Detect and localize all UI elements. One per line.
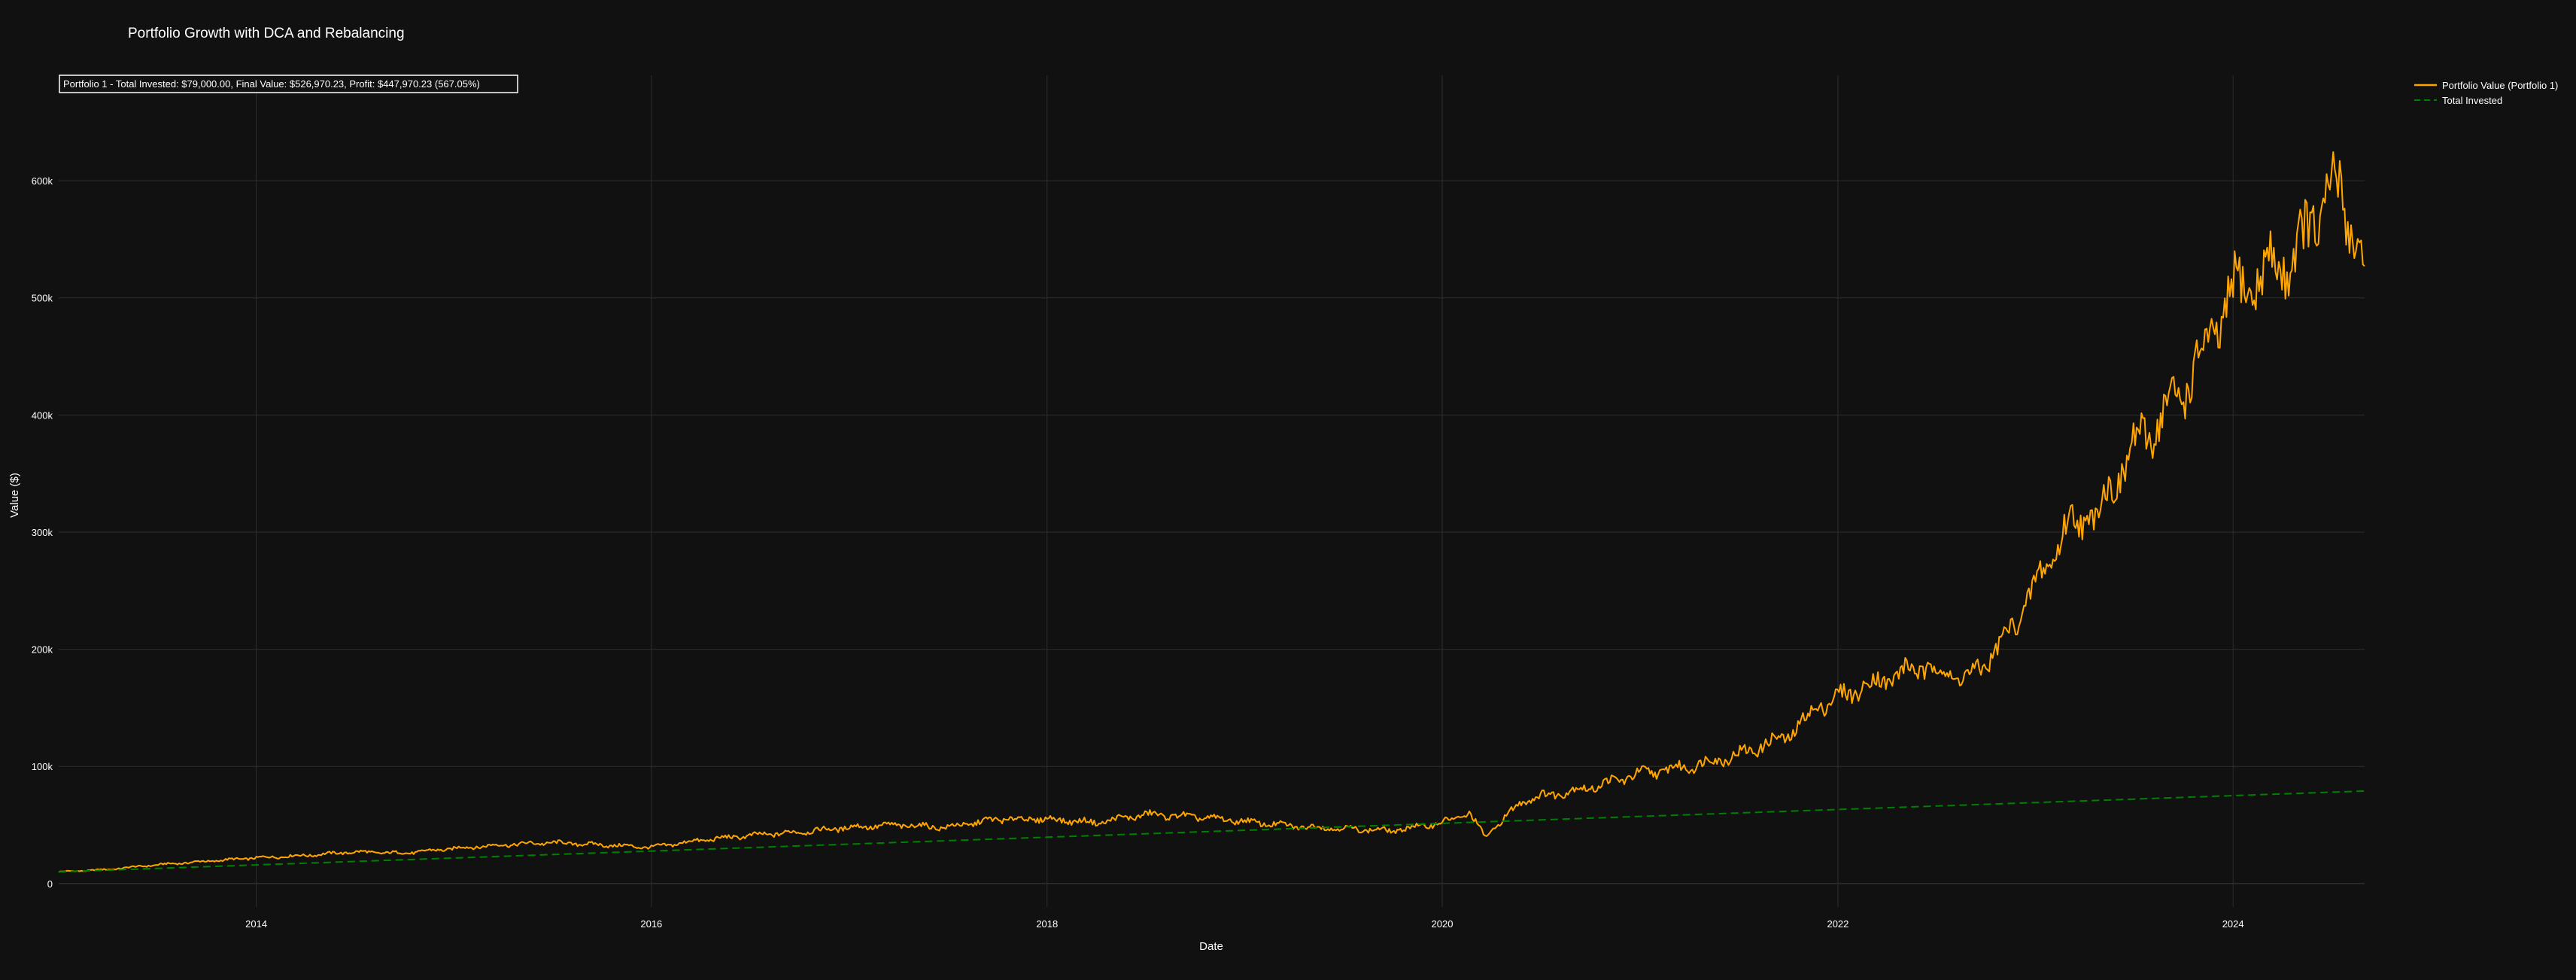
axis-ticks: 0 100k 200k 300k 400k 500k 600k 2014 2016 2018 202…: [32, 175, 2244, 930]
x-tick-label: 2024: [2222, 918, 2244, 930]
annotation-border: [59, 75, 518, 93]
portfolio-value-line: [58, 151, 2365, 873]
x-tick-label: 2022: [1827, 918, 1848, 930]
grid-lines: [59, 75, 2365, 907]
x-tick-label: 2020: [1432, 918, 1454, 930]
legend-portfolio-label[interactable]: Portfolio Value (Portfolio 1): [2442, 80, 2558, 91]
annotation-box: Portfolio 1 - Total Invested: $79,000.00…: [59, 75, 518, 93]
x-axis-title: Date: [1199, 940, 1223, 953]
legend[interactable]: Portfolio Value (Portfolio 1) Total Inve…: [2414, 80, 2558, 106]
annotation-text: Portfolio 1 - Total Invested: $79,000.00…: [63, 78, 480, 90]
x-tick-label: 2016: [640, 918, 662, 930]
y-tick-label: 300k: [32, 527, 53, 538]
x-tick-label: 2014: [245, 918, 267, 930]
chart-title: Portfolio Growth with DCA and Rebalancin…: [128, 26, 405, 41]
series-lines: [58, 151, 2365, 873]
legend-invested-label[interactable]: Total Invested: [2442, 95, 2502, 106]
y-tick-label: 600k: [32, 175, 53, 187]
y-tick-label: 0: [47, 878, 53, 890]
y-tick-label: 400k: [32, 409, 53, 421]
y-tick-label: 100k: [32, 761, 53, 772]
x-tick-label: 2018: [1036, 918, 1058, 930]
y-tick-label: 500k: [32, 293, 53, 304]
y-tick-label: 200k: [32, 644, 53, 656]
y-axis-title: Value ($): [8, 473, 21, 518]
